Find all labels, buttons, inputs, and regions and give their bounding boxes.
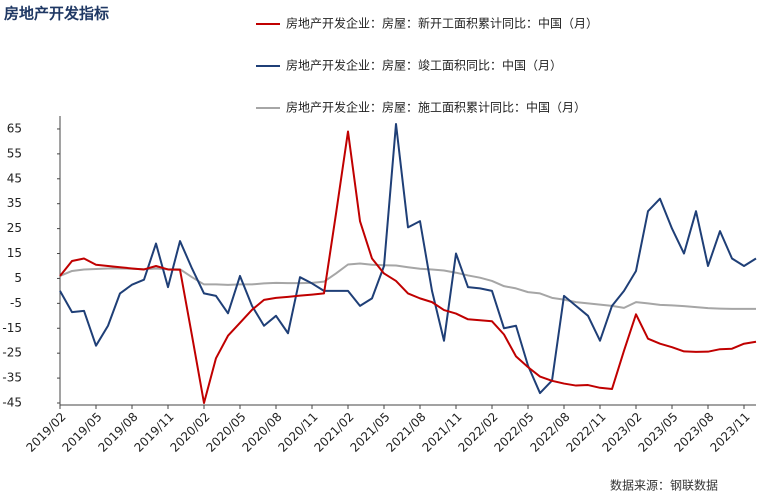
y-tick-label: 5 xyxy=(14,271,22,285)
y-tick-label: 15 xyxy=(7,246,22,260)
y-tick-label: -15 xyxy=(2,321,22,335)
y-tick-label: -45 xyxy=(2,396,22,410)
y-tick-label: 35 xyxy=(7,196,22,210)
x-tick-label: 2023/11 xyxy=(707,410,752,455)
legend-label: 房地产开发企业：房屋：施工面积累计同比：中国（月） xyxy=(286,100,586,115)
y-tick-label: -25 xyxy=(2,346,22,360)
y-tick-label: -5 xyxy=(10,296,22,310)
series-line xyxy=(59,130,757,404)
series-line xyxy=(59,262,756,310)
y-tick-label: -35 xyxy=(2,371,22,385)
source-note: 数据来源：钢联数据 xyxy=(610,478,718,493)
y-tick-label: 25 xyxy=(7,221,22,235)
y-tick-label: 55 xyxy=(7,146,22,160)
legend-label: 房地产开发企业：房屋：竣工面积同比：中国（月） xyxy=(286,58,562,73)
legend-label: 房地产开发企业：房屋：新开工面积累计同比：中国（月） xyxy=(286,16,598,31)
y-tick-label: 45 xyxy=(7,171,22,185)
series-line xyxy=(59,122,757,395)
y-tick-label: 65 xyxy=(7,121,22,135)
chart-title: 房地产开发指标 xyxy=(4,5,109,23)
